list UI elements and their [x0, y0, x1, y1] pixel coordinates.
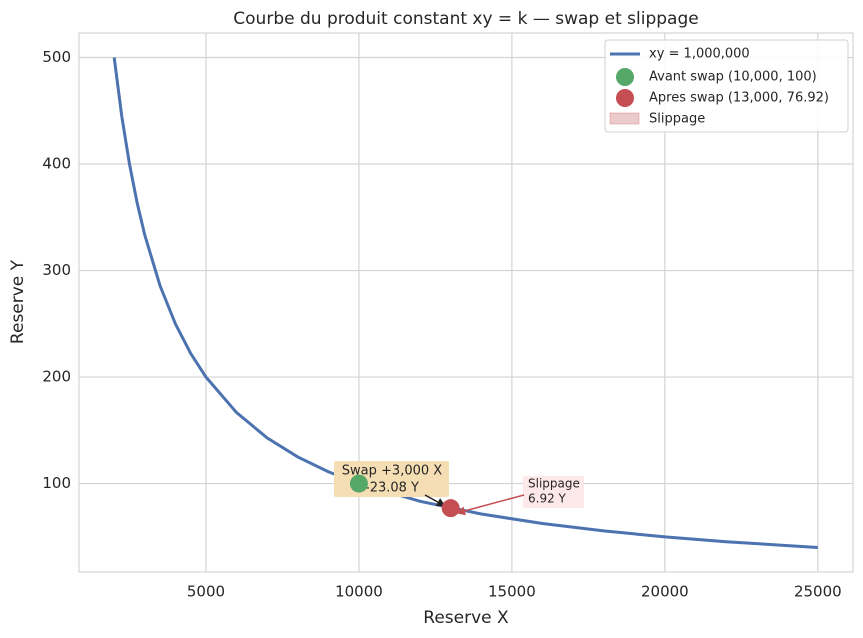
legend-label: xy = 1,000,000 [649, 47, 750, 62]
legend-label: Slippage [649, 112, 705, 127]
x-tick-label: 5000 [187, 583, 225, 601]
annotation-text: -23.08 Y [365, 481, 419, 496]
chart-title: Courbe du produit constant xy = k — swap… [233, 9, 698, 29]
y-tick-label: 100 [42, 474, 71, 492]
grid [79, 33, 853, 572]
x-tick-label: 25000 [794, 583, 842, 601]
legend-label: Apres swap (13,000, 76.92) [649, 91, 829, 106]
legend-swatch [616, 68, 634, 86]
y-tick-label: 500 [42, 48, 71, 66]
annotation-arrow [456, 494, 525, 516]
x-axis-label: Reserve X [423, 608, 509, 628]
y-tick-label: 200 [42, 368, 71, 386]
y-tick-label: 300 [42, 261, 71, 279]
annotation-box [523, 476, 584, 508]
point [441, 499, 460, 518]
legend: xy = 1,000,000 Avant swap (10,000, 100) Ap… [604, 39, 849, 133]
legend-box [604, 39, 849, 133]
legend-swatch [609, 112, 640, 125]
x-tick-label: 10000 [335, 583, 383, 601]
x-tick-label: 15000 [488, 583, 536, 601]
point [349, 474, 368, 493]
y-axis-label: Reserve Y [8, 259, 28, 344]
x-tick-label: 20000 [641, 583, 689, 601]
curve [112, 57, 818, 549]
legend-label: Avant swap (10,000, 100) [649, 70, 817, 85]
legend-swatch [616, 89, 634, 107]
annotation-text: Swap +3,000 X [342, 464, 442, 479]
annotation-text: Slippage [528, 477, 580, 491]
y-tick-label: 400 [42, 155, 71, 173]
annotation-text: 6.92 Y [528, 492, 567, 506]
annotation-arrow [424, 494, 446, 507]
